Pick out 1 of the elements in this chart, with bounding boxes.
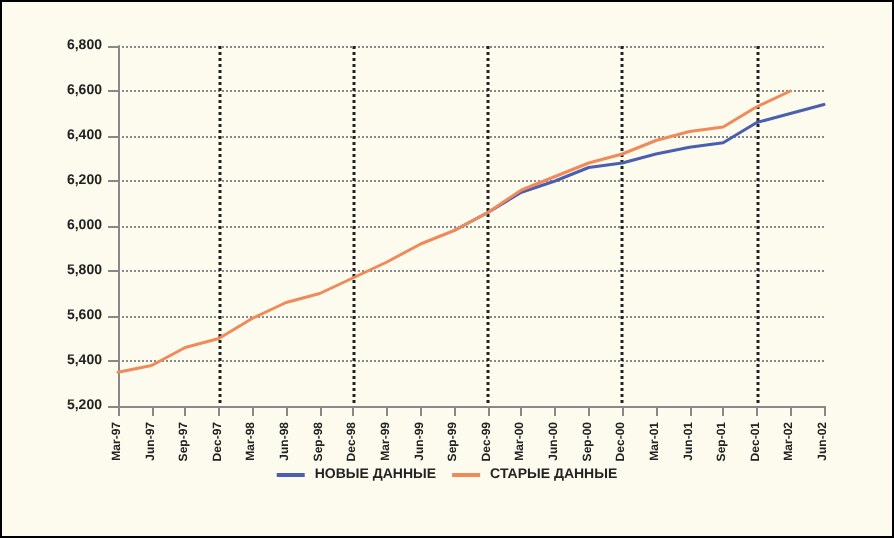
line-series [116, 89, 792, 374]
